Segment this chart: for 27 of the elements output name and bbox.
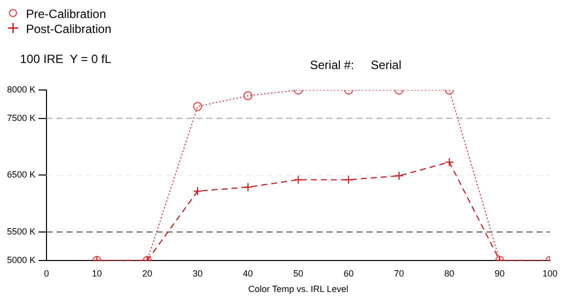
x-axis-title: Color Temp vs. IRL Level (248, 284, 348, 294)
point (394, 171, 404, 180)
point (444, 158, 454, 167)
point (294, 175, 303, 184)
x-tick-label: 60 (344, 268, 354, 278)
x-tick-label: 90 (494, 268, 505, 278)
x-tick-label: 40 (242, 268, 253, 278)
x-tick-label: 80 (444, 268, 454, 278)
y-tick-label: 7500 K (6, 112, 36, 123)
legend-label: Pre-Calibration (26, 6, 106, 20)
x-tick-label: 50 (293, 268, 304, 278)
text: 100 IRE Y = 0 fL (20, 52, 112, 66)
x-tick-label: 0 (44, 268, 50, 278)
y-tick-label: 8000 K (6, 84, 36, 94)
y-tick-label: 5000 K (6, 254, 36, 265)
x-tick-label: 70 (394, 268, 404, 278)
x-tick-label: 20 (142, 268, 152, 278)
point (243, 182, 252, 192)
y-tick-label: 6500 K (6, 170, 36, 180)
text: Serial #: Serial (310, 58, 402, 72)
point (344, 175, 354, 184)
x-tick-label: 10 (92, 268, 102, 278)
y-tick-label: 5500 K (6, 226, 36, 236)
point (193, 186, 202, 196)
legend-label: Post-Calibration (26, 22, 112, 36)
x-tick-label: 30 (192, 268, 203, 278)
x-tick-label: 100 (542, 268, 558, 278)
